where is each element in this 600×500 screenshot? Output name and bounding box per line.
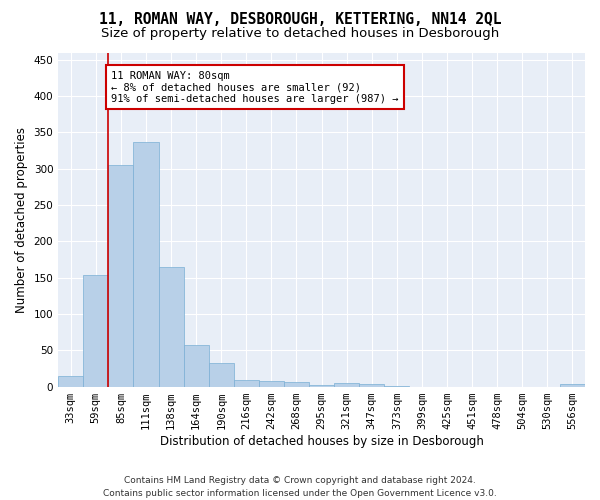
- Y-axis label: Number of detached properties: Number of detached properties: [15, 126, 28, 312]
- Bar: [184, 345, 209, 387]
- Bar: [58, 376, 83, 386]
- Bar: [560, 384, 585, 386]
- Text: Contains HM Land Registry data © Crown copyright and database right 2024.
Contai: Contains HM Land Registry data © Crown c…: [103, 476, 497, 498]
- Bar: [284, 382, 309, 386]
- Bar: [133, 142, 158, 386]
- Bar: [359, 384, 385, 386]
- Bar: [83, 276, 109, 386]
- Text: 11 ROMAN WAY: 80sqm
← 8% of detached houses are smaller (92)
91% of semi-detache: 11 ROMAN WAY: 80sqm ← 8% of detached hou…: [111, 70, 398, 104]
- X-axis label: Distribution of detached houses by size in Desborough: Distribution of detached houses by size …: [160, 434, 484, 448]
- Text: 11, ROMAN WAY, DESBOROUGH, KETTERING, NN14 2QL: 11, ROMAN WAY, DESBOROUGH, KETTERING, NN…: [99, 12, 501, 28]
- Bar: [309, 385, 334, 386]
- Bar: [259, 381, 284, 386]
- Bar: [334, 383, 359, 386]
- Bar: [158, 266, 184, 386]
- Text: Size of property relative to detached houses in Desborough: Size of property relative to detached ho…: [101, 28, 499, 40]
- Bar: [109, 165, 133, 386]
- Bar: [209, 362, 234, 386]
- Bar: [234, 380, 259, 386]
